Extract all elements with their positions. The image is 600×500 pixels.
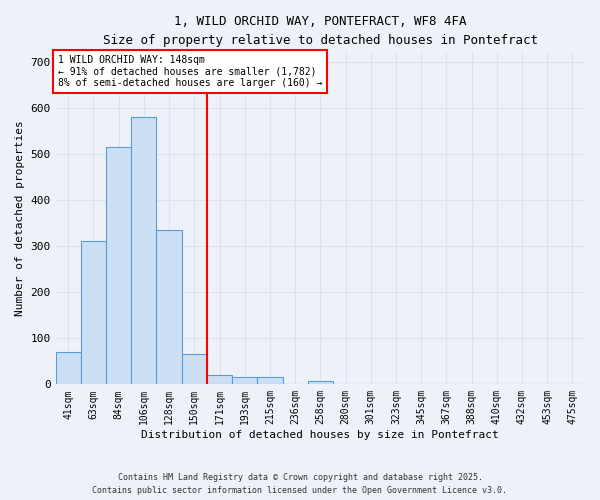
Y-axis label: Number of detached properties: Number of detached properties bbox=[15, 120, 25, 316]
Bar bbox=[131, 117, 157, 384]
Bar bbox=[308, 380, 333, 384]
Text: Contains HM Land Registry data © Crown copyright and database right 2025.
Contai: Contains HM Land Registry data © Crown c… bbox=[92, 474, 508, 495]
X-axis label: Distribution of detached houses by size in Pontefract: Distribution of detached houses by size … bbox=[142, 430, 499, 440]
Bar bbox=[157, 230, 182, 384]
Bar bbox=[232, 378, 257, 384]
Bar bbox=[81, 242, 106, 384]
Bar bbox=[106, 147, 131, 384]
Text: 1 WILD ORCHID WAY: 148sqm
← 91% of detached houses are smaller (1,782)
8% of sem: 1 WILD ORCHID WAY: 148sqm ← 91% of detac… bbox=[58, 54, 323, 88]
Bar bbox=[56, 352, 81, 384]
Bar bbox=[182, 354, 207, 384]
Title: 1, WILD ORCHID WAY, PONTEFRACT, WF8 4FA
Size of property relative to detached ho: 1, WILD ORCHID WAY, PONTEFRACT, WF8 4FA … bbox=[103, 15, 538, 47]
Bar bbox=[257, 378, 283, 384]
Bar bbox=[207, 375, 232, 384]
